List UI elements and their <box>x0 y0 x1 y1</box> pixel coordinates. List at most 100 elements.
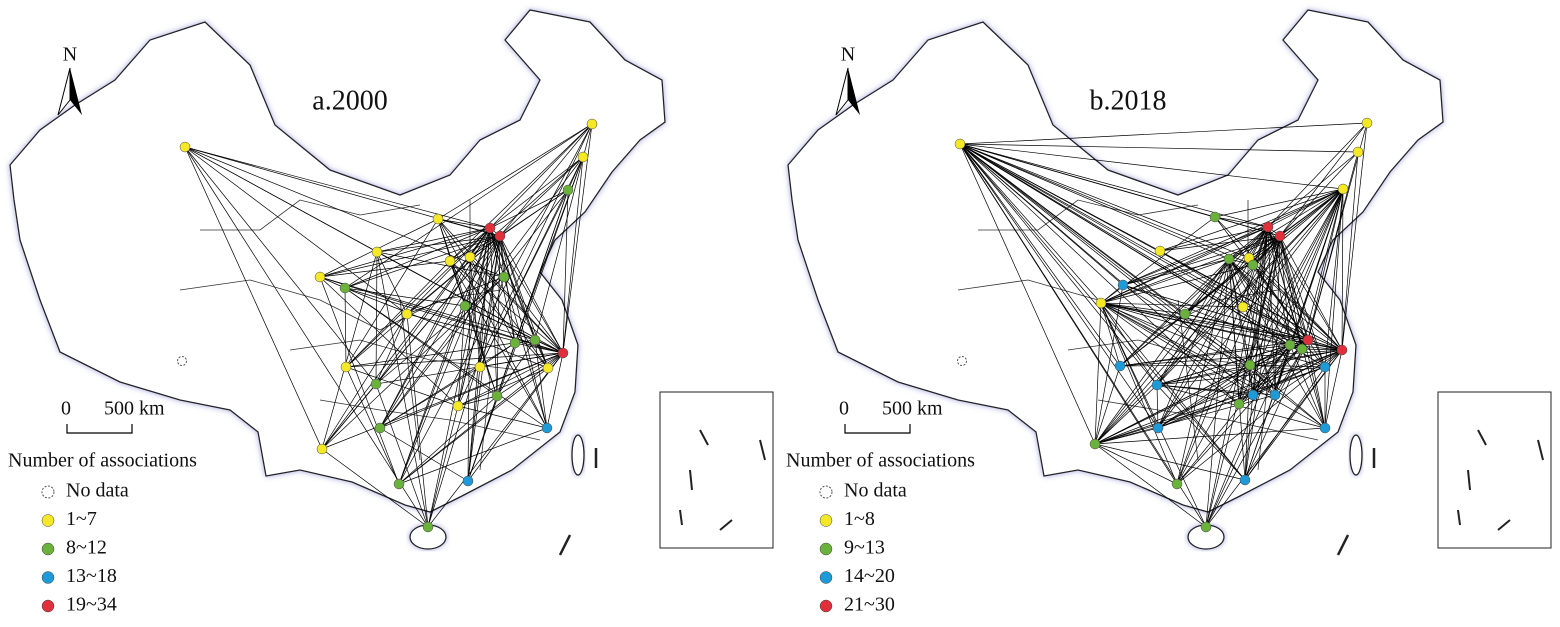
city-node <box>577 151 589 163</box>
dash-line <box>558 534 572 556</box>
association-line <box>1094 365 1121 445</box>
association-line <box>449 260 564 354</box>
city-node <box>444 255 456 267</box>
city-node <box>542 362 554 374</box>
association-line <box>379 427 469 482</box>
association-line <box>398 367 549 485</box>
city-node <box>491 390 503 402</box>
association-line <box>1279 235 1326 368</box>
association-line <box>1324 188 1344 429</box>
association-line <box>345 227 491 368</box>
association-line <box>1176 235 1281 485</box>
legend-label: No data <box>66 480 129 502</box>
association-line <box>449 123 593 262</box>
association-line <box>379 235 501 429</box>
inset-dash <box>1457 509 1461 526</box>
association-line <box>344 287 347 368</box>
association-line <box>1252 188 1344 396</box>
association-line <box>1157 339 1309 429</box>
association-line <box>184 146 408 315</box>
association-line <box>1100 302 1121 367</box>
association-line <box>489 156 584 229</box>
association-line <box>1267 226 1326 429</box>
association-line <box>1228 258 1326 429</box>
legend-title: Number of associations <box>8 450 197 472</box>
city-node <box>340 361 352 373</box>
legend-label: 8~12 <box>66 537 107 559</box>
association-line <box>1156 188 1344 386</box>
association-line <box>1205 235 1281 528</box>
association-line <box>959 122 1368 145</box>
association-line <box>184 146 377 385</box>
association-line <box>464 227 491 307</box>
city-node <box>401 308 413 320</box>
association-line <box>184 146 505 278</box>
association-line <box>398 352 564 485</box>
city-node <box>1117 279 1129 291</box>
association-line <box>1249 226 1269 366</box>
association-line <box>1289 344 1326 368</box>
association-line <box>467 352 564 482</box>
city-node <box>1284 339 1296 351</box>
association-line <box>1228 226 1269 260</box>
city-node <box>314 271 326 283</box>
city-node <box>1337 183 1349 195</box>
association-line <box>467 156 584 482</box>
city-node <box>432 213 444 225</box>
association-line <box>345 366 400 485</box>
city-node <box>371 246 383 258</box>
inset-dash <box>759 439 766 461</box>
association-line <box>1242 188 1344 308</box>
city-node <box>422 521 434 533</box>
association-line <box>1100 302 1178 485</box>
association-line <box>319 276 459 407</box>
association-line <box>1341 151 1359 351</box>
association-line <box>1094 284 1124 445</box>
association-line <box>1252 235 1281 396</box>
city-node <box>1274 230 1286 242</box>
association-line <box>319 276 400 485</box>
scale-zero: 0 <box>61 398 71 420</box>
association-line <box>469 256 564 354</box>
north-arrow <box>835 67 849 116</box>
association-line <box>1176 344 1291 485</box>
association-line <box>184 146 323 450</box>
association-line <box>489 189 569 229</box>
association-line <box>1244 344 1291 481</box>
legend-swatch <box>819 542 833 556</box>
city-node <box>179 141 191 153</box>
city-node <box>1352 146 1364 158</box>
association-line <box>1094 226 1269 445</box>
association-line <box>1157 364 1251 429</box>
association-line <box>1267 226 1276 396</box>
association-line <box>1094 427 1159 445</box>
association-line <box>1301 188 1344 350</box>
association-line <box>344 287 564 354</box>
association-line <box>1244 366 1326 481</box>
association-line <box>1100 235 1281 304</box>
inset-dash <box>679 509 683 526</box>
association-line <box>546 352 564 429</box>
association-line <box>1119 226 1269 367</box>
association-line <box>1301 348 1343 351</box>
association-line <box>344 287 466 307</box>
association-line <box>1122 188 1344 286</box>
city-node <box>1171 478 1183 490</box>
legend-swatch <box>819 514 833 527</box>
association-line <box>1274 235 1281 396</box>
taiwan <box>1349 434 1363 476</box>
association-line <box>1307 339 1326 368</box>
association-line <box>398 427 548 485</box>
no-data-node <box>177 356 187 366</box>
north-label: N <box>841 44 855 66</box>
city-node <box>1237 301 1249 313</box>
association-line <box>1252 188 1344 266</box>
association-line <box>398 235 501 485</box>
panel-title: b.2018 <box>1090 85 1167 116</box>
legend-label: 1~7 <box>66 508 97 530</box>
association-line <box>489 123 593 229</box>
city-node <box>562 184 574 196</box>
association-line <box>1157 235 1281 429</box>
association-line <box>959 143 1344 190</box>
